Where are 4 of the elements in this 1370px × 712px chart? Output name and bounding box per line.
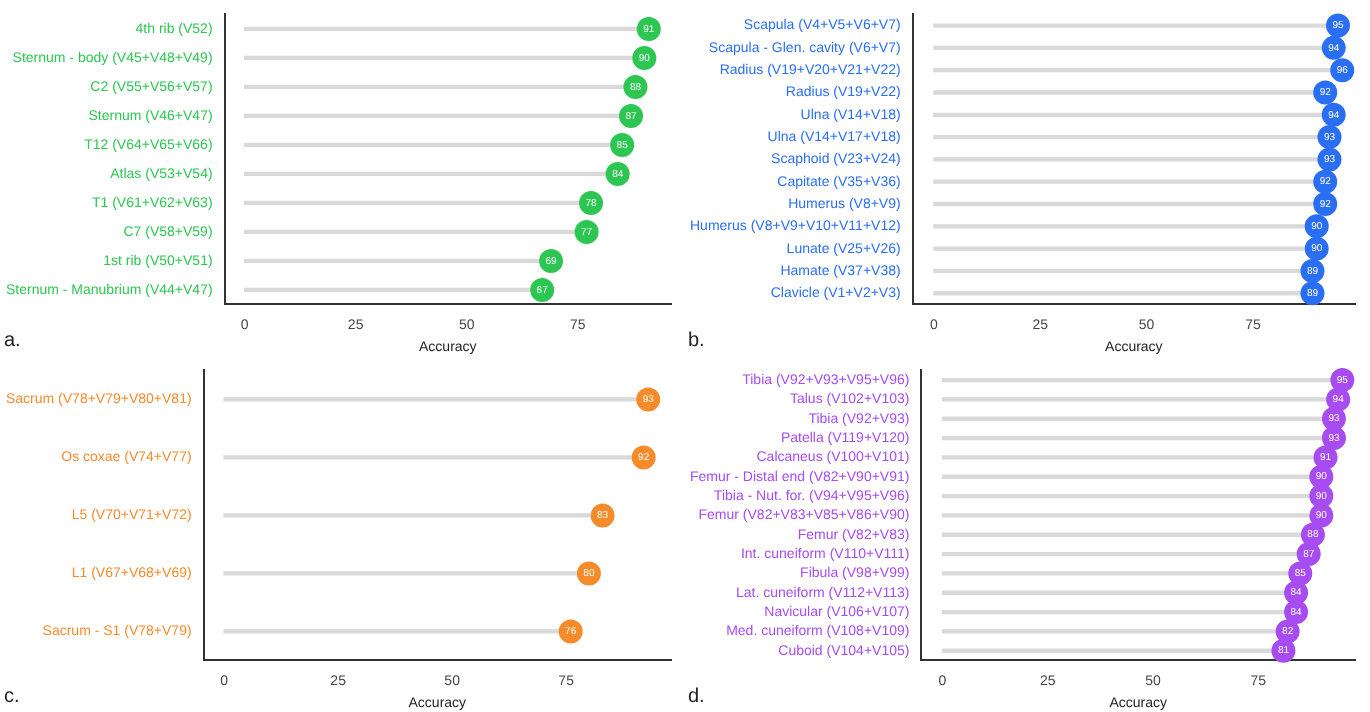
text: c. xyxy=(4,686,20,708)
text: a. xyxy=(4,330,21,352)
text: b. xyxy=(688,330,705,352)
text: d. xyxy=(688,686,705,708)
